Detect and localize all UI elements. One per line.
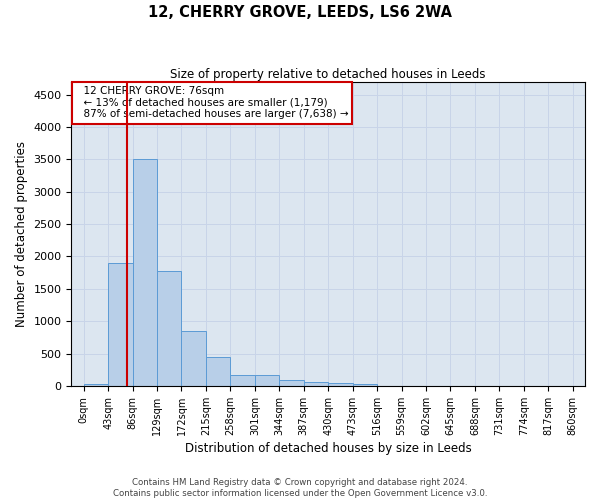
Bar [353, 384, 377, 386]
Title: Size of property relative to detached houses in Leeds: Size of property relative to detached ho… [170, 68, 486, 80]
Text: 12 CHERRY GROVE: 76sqm
  ← 13% of detached houses are smaller (1,179)
  87% of s: 12 CHERRY GROVE: 76sqm ← 13% of detached… [77, 86, 348, 120]
Bar [328, 383, 353, 386]
Bar [108, 263, 133, 386]
Bar [206, 357, 230, 386]
Bar [133, 160, 157, 386]
Bar [304, 382, 328, 386]
Bar [255, 376, 279, 386]
Bar [157, 271, 181, 386]
Bar [230, 376, 255, 386]
Bar [279, 380, 304, 386]
Bar [83, 384, 108, 386]
Text: Contains HM Land Registry data © Crown copyright and database right 2024.
Contai: Contains HM Land Registry data © Crown c… [113, 478, 487, 498]
Text: 12, CHERRY GROVE, LEEDS, LS6 2WA: 12, CHERRY GROVE, LEEDS, LS6 2WA [148, 5, 452, 20]
Y-axis label: Number of detached properties: Number of detached properties [15, 141, 28, 327]
X-axis label: Distribution of detached houses by size in Leeds: Distribution of detached houses by size … [185, 442, 472, 455]
Bar [181, 331, 206, 386]
